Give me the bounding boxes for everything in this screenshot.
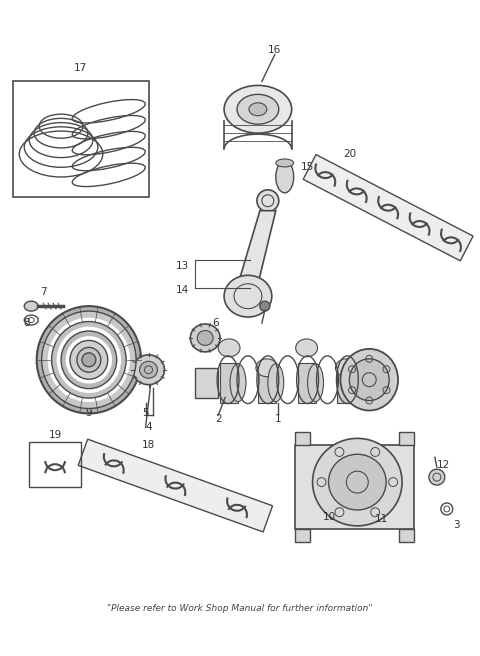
Text: 1: 1 [275,415,281,424]
Ellipse shape [348,364,363,401]
Ellipse shape [276,159,294,167]
Ellipse shape [42,311,136,409]
Polygon shape [399,529,414,542]
Text: 4: 4 [145,422,152,432]
Text: 17: 17 [74,62,87,73]
Text: 6: 6 [212,318,218,328]
Ellipse shape [70,340,108,379]
Ellipse shape [260,301,270,311]
Ellipse shape [249,103,267,115]
Text: 13: 13 [176,261,189,272]
Ellipse shape [312,438,402,526]
Ellipse shape [224,276,272,317]
Text: 12: 12 [437,461,450,470]
Text: 2: 2 [215,415,221,424]
Polygon shape [298,363,315,403]
Ellipse shape [429,469,445,485]
Text: 8: 8 [23,318,30,328]
Ellipse shape [328,454,386,510]
Ellipse shape [256,359,278,377]
Text: 19: 19 [48,430,62,440]
Text: 16: 16 [268,45,281,54]
Polygon shape [399,432,414,445]
Text: 18: 18 [142,440,155,450]
Ellipse shape [58,328,120,392]
Ellipse shape [67,337,111,382]
Bar [29,442,81,487]
Polygon shape [195,368,218,398]
Text: 7: 7 [40,287,47,297]
Polygon shape [258,363,276,403]
Ellipse shape [24,301,38,311]
Ellipse shape [308,364,324,401]
Ellipse shape [36,306,141,413]
Text: 20: 20 [343,149,356,159]
Ellipse shape [140,361,157,379]
Text: 15: 15 [301,162,314,172]
Polygon shape [303,155,473,261]
Ellipse shape [257,190,279,212]
Text: 5: 5 [142,407,149,417]
Ellipse shape [132,355,165,384]
Text: 11: 11 [374,514,388,524]
Ellipse shape [77,348,101,372]
Polygon shape [78,439,273,532]
Ellipse shape [230,364,246,401]
Ellipse shape [296,339,318,357]
Ellipse shape [276,161,294,193]
Polygon shape [295,432,310,445]
Polygon shape [295,445,414,529]
Text: 9: 9 [85,407,92,417]
Ellipse shape [51,321,126,398]
Text: 14: 14 [176,285,189,295]
Ellipse shape [336,359,357,377]
Polygon shape [238,211,276,284]
Ellipse shape [349,359,389,401]
Ellipse shape [197,331,213,346]
Text: "Please refer to Work Shop Manual for further information": "Please refer to Work Shop Manual for fu… [107,604,373,613]
Ellipse shape [224,85,292,133]
Ellipse shape [268,364,284,401]
Text: 10: 10 [323,512,336,522]
Ellipse shape [82,353,96,367]
Ellipse shape [61,331,117,388]
Ellipse shape [340,349,398,411]
Ellipse shape [49,319,129,401]
Polygon shape [295,529,310,542]
Polygon shape [337,363,355,403]
Bar [13,81,148,197]
Ellipse shape [237,94,279,124]
Ellipse shape [218,339,240,357]
Ellipse shape [190,324,220,352]
Polygon shape [220,363,238,403]
Text: 3: 3 [454,520,460,530]
